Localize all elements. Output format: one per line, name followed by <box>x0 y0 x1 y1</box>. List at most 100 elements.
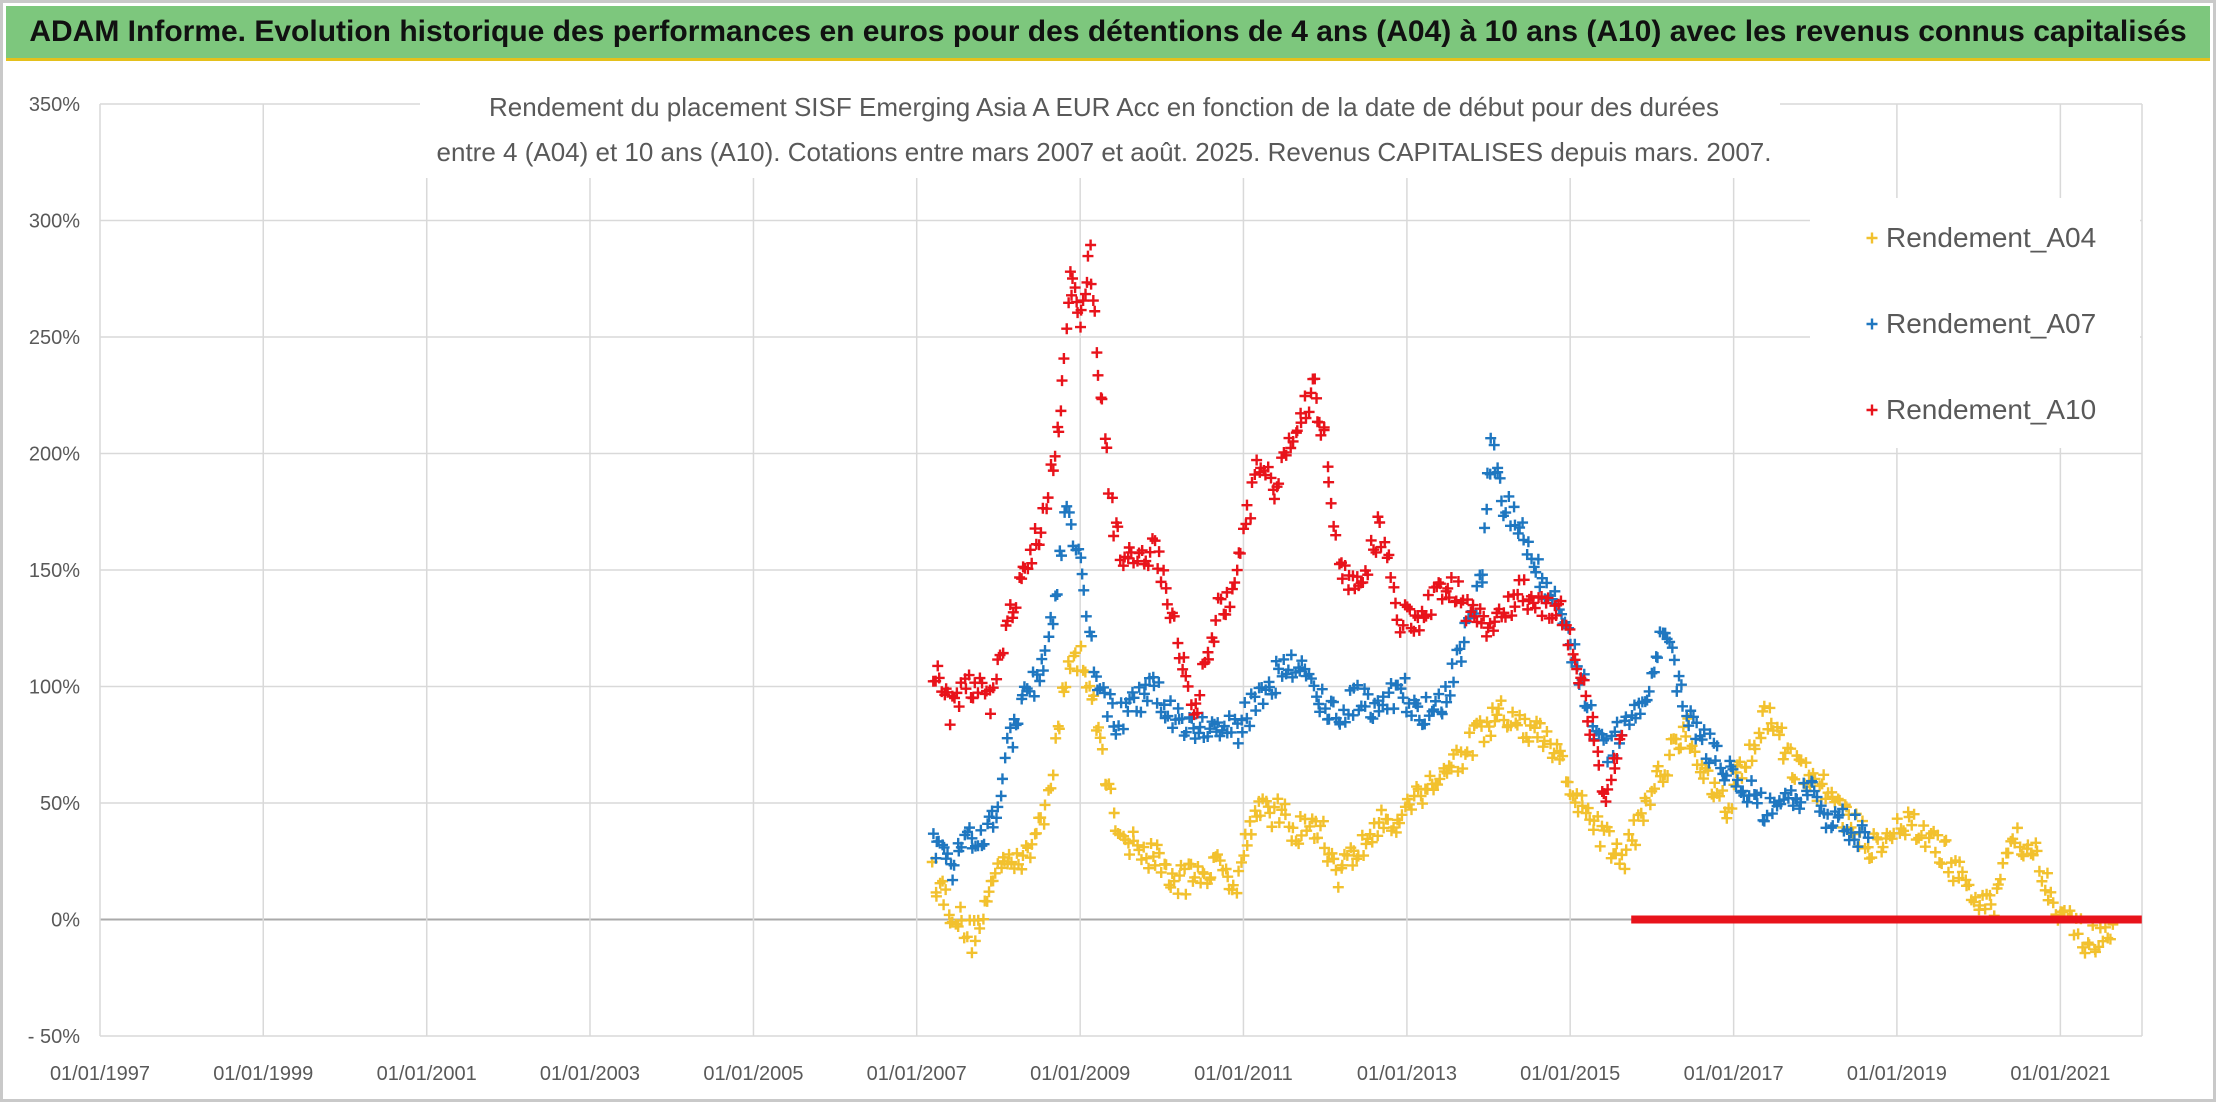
data-point <box>997 647 1009 659</box>
data-point <box>1273 663 1285 675</box>
data-point <box>1123 541 1135 553</box>
data-point <box>1651 652 1663 664</box>
y-tick-label: 150% <box>29 560 80 582</box>
data-point <box>932 660 944 672</box>
data-point <box>1670 733 1682 745</box>
data-point <box>1241 712 1253 724</box>
data-point <box>1264 807 1276 819</box>
data-point <box>975 824 987 836</box>
data-point <box>1215 593 1227 605</box>
data-point <box>1837 803 1849 815</box>
data-point <box>1047 618 1059 630</box>
data-point <box>1282 664 1294 676</box>
x-tick-label: 01/01/1999 <box>213 1063 313 1085</box>
data-point <box>1811 791 1823 803</box>
data-point <box>1035 527 1047 539</box>
data-point <box>1522 536 1534 548</box>
data-point <box>954 901 966 913</box>
data-point <box>984 708 996 720</box>
data-point <box>995 790 1007 802</box>
data-point <box>1370 546 1382 558</box>
data-point <box>1929 846 1941 858</box>
data-point <box>1630 839 1642 851</box>
data-point <box>1847 828 1859 840</box>
data-point <box>1593 759 1605 771</box>
data-point <box>1508 501 1520 513</box>
data-point <box>1105 783 1117 795</box>
data-point <box>1555 595 1567 607</box>
data-point <box>1227 879 1239 891</box>
data-point <box>1066 289 1078 301</box>
data-point <box>1886 833 1898 845</box>
data-point <box>1953 872 1965 884</box>
data-point <box>2077 941 2089 953</box>
data-point <box>1512 527 1524 539</box>
data-point <box>972 687 984 699</box>
data-point <box>1787 800 1799 812</box>
data-point <box>1481 630 1493 642</box>
data-point <box>1112 521 1124 533</box>
data-point <box>1436 593 1448 605</box>
data-point <box>1643 685 1655 697</box>
data-point <box>1279 798 1291 810</box>
data-point <box>1856 819 1868 831</box>
data-point <box>930 852 942 864</box>
data-point <box>1160 582 1172 594</box>
data-point <box>1088 690 1100 702</box>
data-point <box>1442 582 1454 594</box>
data-point <box>1359 683 1371 695</box>
data-point <box>1741 796 1753 808</box>
data-point <box>2016 849 2028 861</box>
data-point <box>1222 871 1234 883</box>
data-point <box>1092 721 1104 733</box>
data-point <box>1422 589 1434 601</box>
data-point <box>1908 808 1920 820</box>
data-point <box>1467 599 1479 611</box>
data-point <box>1140 852 1152 864</box>
data-point <box>1101 442 1113 454</box>
x-tick-label: 01/01/2011 <box>1194 1063 1293 1085</box>
data-point <box>1153 676 1165 688</box>
data-point <box>1527 597 1539 609</box>
data-point <box>1525 590 1537 602</box>
data-point <box>1117 723 1129 735</box>
data-point <box>1241 839 1253 851</box>
data-point <box>1785 784 1797 796</box>
data-point <box>1149 535 1161 547</box>
data-point <box>1135 854 1147 866</box>
data-point <box>1691 717 1703 729</box>
data-point <box>1426 705 1438 717</box>
data-point <box>1311 691 1323 703</box>
data-point <box>1224 601 1236 613</box>
data-point <box>1182 680 1194 692</box>
data-point <box>944 719 956 731</box>
data-point <box>1430 695 1442 707</box>
data-point <box>987 821 999 833</box>
data-point <box>1562 639 1574 651</box>
data-point <box>1458 636 1470 648</box>
data-point <box>1603 825 1615 837</box>
data-point <box>1239 697 1251 709</box>
data-point <box>1956 866 1968 878</box>
data-point <box>1047 769 1059 781</box>
data-point <box>974 672 986 684</box>
data-point <box>1891 813 1903 825</box>
data-point <box>955 841 967 853</box>
data-point <box>949 692 961 704</box>
data-point <box>1042 492 1054 504</box>
data-point <box>1087 295 1099 307</box>
data-point <box>1551 738 1563 750</box>
data-point <box>1683 720 1695 732</box>
data-point <box>1058 353 1070 365</box>
data-point <box>1602 756 1614 768</box>
data-point <box>1108 530 1120 542</box>
data-point <box>1785 743 1797 755</box>
data-point <box>1372 511 1384 523</box>
data-point <box>1358 850 1370 862</box>
data-point <box>1319 842 1331 854</box>
data-point <box>1226 583 1238 595</box>
data-point <box>1755 732 1767 744</box>
data-point <box>1997 857 2009 869</box>
data-point <box>1389 597 1401 609</box>
data-point <box>1145 838 1157 850</box>
